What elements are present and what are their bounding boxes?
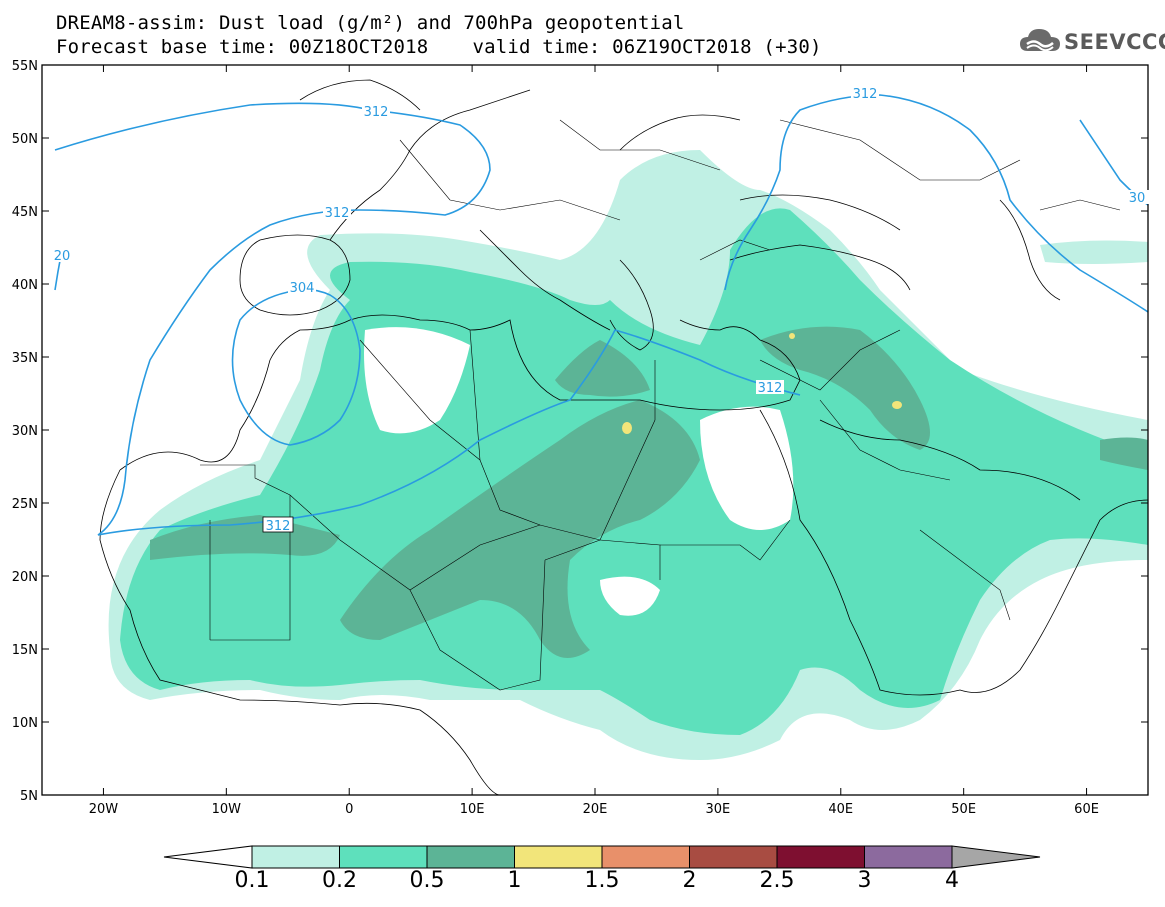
lon-label: 40E <box>828 802 853 817</box>
contour-label: 304 <box>290 281 315 296</box>
colorbar <box>163 845 1041 869</box>
contour-label: 312 <box>364 105 389 120</box>
country-borders <box>200 119 1121 691</box>
contour-label-bg <box>288 280 316 294</box>
map-subtitle: Forecast base time: 00Z18OCT2018 valid ti… <box>56 37 822 57</box>
colorbar-label: 0.5 <box>409 868 445 893</box>
map-title: DREAM8-assim: Dust load (g/m²) and 700hP… <box>56 12 685 34</box>
lat-label: 35N <box>12 351 38 366</box>
colorbar-label: 2.5 <box>759 868 795 893</box>
lat-label: 55N <box>12 59 38 74</box>
cloud-icon <box>1020 29 1060 52</box>
colorbar-segment <box>514 845 603 869</box>
contour-labels: 312 312 312 304 312 312 30 20 <box>48 86 1151 534</box>
contour-label: 20 <box>54 249 71 264</box>
contour-label-bg <box>362 104 390 118</box>
lon-label: 0 <box>345 802 353 817</box>
contour-label: 312 <box>853 87 878 102</box>
lat-label: 15N <box>12 643 38 658</box>
lon-label: 10E <box>460 802 485 817</box>
lat-label: 5N <box>20 789 38 804</box>
base-time: Forecast base time: 00Z18OCT2018 <box>56 36 429 58</box>
contour-label: 312 <box>325 206 350 221</box>
colorbar-segment <box>339 845 428 869</box>
contour-label-bg <box>1123 190 1151 204</box>
dust-layer-peak <box>622 333 902 434</box>
colorbar-segment <box>864 845 953 869</box>
valid-time: valid time: 06Z19OCT2018 (+30) <box>472 36 822 58</box>
axis-ticks <box>42 64 1148 796</box>
colorbar-under-arrow <box>163 845 253 869</box>
contour-label: 312 <box>758 381 783 396</box>
colorbar-label: 0.2 <box>322 868 357 893</box>
colorbar-label: 2 <box>682 868 697 893</box>
colorbar-segment <box>251 845 340 869</box>
colorbar-segment <box>601 845 690 869</box>
coastlines <box>99 79 1148 795</box>
colorbar-label: 4 <box>945 868 959 893</box>
contour-label-bg <box>851 86 879 100</box>
dust-layer-high <box>150 326 1148 658</box>
contour-label: 30 <box>1129 191 1146 206</box>
lat-label: 30N <box>12 424 38 439</box>
dust-free-areas <box>364 327 794 616</box>
colorbar-segment <box>776 845 865 869</box>
logo-text: SEEVCCC <box>1064 30 1165 54</box>
lon-label: 20E <box>583 802 608 817</box>
lat-label: 10N <box>12 716 38 731</box>
contour-label-bg <box>323 205 351 219</box>
lat-label: 50N <box>12 132 38 147</box>
colorbar-label: 1 <box>507 868 522 893</box>
lon-label: 10W <box>212 802 242 817</box>
lon-label: 20W <box>89 802 119 817</box>
colorbar-segment <box>689 845 778 869</box>
colorbar-label: 3 <box>857 868 872 893</box>
contour-label-bg <box>48 248 76 262</box>
colorbar-over-arrow <box>951 845 1041 869</box>
contour-label-box <box>262 516 294 533</box>
lon-label: 50E <box>951 802 976 817</box>
lat-label: 40N <box>12 278 38 293</box>
lon-label: 60E <box>1074 802 1099 817</box>
contour-label: 312 <box>266 519 291 534</box>
colorbar-label: 0.1 <box>234 868 270 893</box>
seevccc-logo: SEEVCCC <box>1018 26 1165 58</box>
lat-label: 20N <box>12 570 38 585</box>
lon-label: 30E <box>706 802 731 817</box>
colorbar-segment <box>426 845 515 869</box>
lat-label: 45N <box>12 205 38 220</box>
contour-label-bg <box>756 380 784 394</box>
colorbar-label: 1.5 <box>584 868 620 893</box>
lat-label: 25N <box>12 497 38 512</box>
